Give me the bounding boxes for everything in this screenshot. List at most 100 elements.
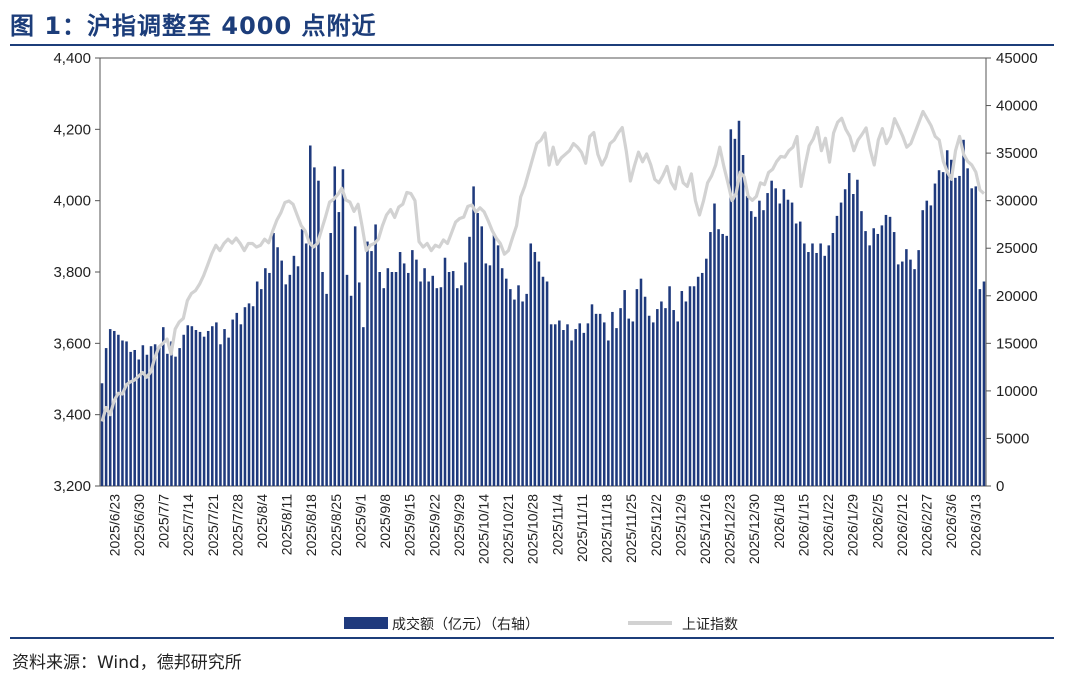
turnover-bar: [549, 324, 553, 486]
x-tick-label: 2025/11/25: [623, 494, 639, 563]
x-tick-label: 2025/8/11: [279, 494, 295, 555]
turnover-bar: [402, 263, 406, 486]
turnover-bar: [292, 255, 296, 486]
turnover-bar: [504, 278, 508, 486]
turnover-bar: [198, 331, 202, 486]
x-tick-label: 2026/3/13: [968, 494, 984, 556]
turnover-bar: [288, 274, 292, 486]
x-tick-label: 2025/12/30: [746, 494, 762, 564]
turnover-bar: [749, 211, 753, 486]
turnover-bar: [276, 247, 279, 486]
turnover-bar: [672, 310, 675, 486]
turnover-bar: [472, 186, 475, 486]
turnover-bar: [427, 281, 430, 486]
turnover-bar: [476, 213, 479, 486]
turnover-bar: [664, 308, 667, 486]
turnover-bar: [884, 214, 888, 486]
turnover-bar: [121, 340, 124, 486]
turnover-bar: [215, 322, 218, 486]
turnover-bar: [394, 272, 398, 486]
turnover-bar: [398, 252, 402, 486]
legend-bar-label: 成交额（亿元）（右轴）: [392, 616, 539, 633]
turnover-bar: [868, 245, 871, 486]
turnover-bar: [811, 243, 814, 486]
turnover-bar: [509, 289, 512, 486]
turnover-bar: [909, 259, 912, 486]
turnover-bar: [374, 224, 377, 486]
turnover-bar: [562, 330, 565, 486]
turnover-bar: [223, 329, 226, 486]
turnover-bar: [353, 226, 357, 486]
turnover-bar: [125, 341, 128, 486]
x-tick-label: 2025/12/2: [648, 494, 664, 556]
turnover-bar: [839, 202, 843, 486]
x-axis: 2025/6/23 2025/6/30 2025/7/7 2025/7/14 2025/…: [106, 494, 983, 564]
turnover-bar: [905, 249, 908, 486]
right-tick-label: 40000: [996, 98, 1038, 115]
turnover-bar: [574, 329, 577, 486]
turnover-bar: [974, 186, 978, 486]
left-tick-label: 3,600: [53, 335, 91, 352]
turnover-bar: [598, 313, 602, 486]
turnover-bar: [627, 318, 631, 486]
turnover-bar: [264, 268, 267, 486]
left-tick-label: 3,200: [53, 478, 91, 495]
x-tick-label: 2025/8/25: [328, 494, 344, 556]
turnover-bar: [341, 169, 345, 486]
turnover-bar: [847, 173, 851, 486]
turnover-bar: [525, 293, 528, 486]
turnover-bar: [929, 205, 933, 487]
turnover-bar: [880, 225, 884, 486]
turnover-bar: [255, 281, 259, 486]
turnover-bar: [137, 359, 141, 486]
turnover-bar: [435, 288, 439, 486]
turnover-bar: [108, 329, 112, 486]
turnover-bar: [260, 289, 263, 486]
turnover-bar: [933, 183, 937, 487]
turnover-bar: [186, 325, 190, 486]
turnover-bar: [178, 348, 181, 486]
left-tick-label: 3,400: [53, 407, 91, 424]
right-tick-label: 20000: [996, 288, 1038, 305]
turnover-bar: [211, 326, 214, 486]
turnover-bar: [782, 189, 786, 486]
turnover-bar: [313, 167, 316, 486]
turnover-bar: [713, 203, 716, 486]
turnover-bar: [464, 262, 467, 486]
turnover-bar: [754, 216, 757, 486]
turnover-bar: [431, 275, 435, 486]
turnover-bar: [243, 307, 247, 486]
turnover-bar: [643, 296, 647, 486]
turnover-bar: [162, 327, 165, 486]
turnover-bar: [100, 383, 104, 486]
x-tick-label: 2025/8/18: [303, 494, 319, 556]
turnover-bar: [819, 243, 822, 486]
turnover-bar: [174, 356, 177, 486]
turnover-bar: [970, 188, 973, 487]
turnover-bar: [913, 269, 916, 486]
turnover-bar: [876, 233, 880, 486]
turnover-bar: [896, 264, 900, 486]
turnover-bar: [794, 223, 798, 487]
turnover-bar: [558, 320, 561, 486]
turnover-bar: [231, 319, 234, 486]
turnover-bar: [958, 175, 961, 486]
right-tick-label: 15000: [996, 335, 1038, 352]
turnover-bar: [745, 195, 749, 486]
right-tick-label: 30000: [996, 193, 1038, 210]
turnover-bar: [468, 236, 471, 486]
turnover-bar: [370, 251, 373, 486]
turnover-bar: [815, 252, 818, 486]
turnover-bar: [345, 274, 349, 486]
turnover-bar: [447, 272, 451, 486]
turnover-bar: [582, 332, 586, 486]
legend: 成交额（亿元）（右轴） 上证指数: [344, 616, 738, 633]
turnover-bar: [117, 334, 120, 486]
x-tick-label: 2025/11/11: [574, 494, 590, 562]
turnover-bar: [280, 260, 283, 486]
turnover-bar: [770, 180, 773, 486]
x-tick-label: 2025/12/9: [672, 494, 688, 556]
turnover-bar: [966, 168, 969, 486]
turnover-bar: [937, 170, 941, 487]
